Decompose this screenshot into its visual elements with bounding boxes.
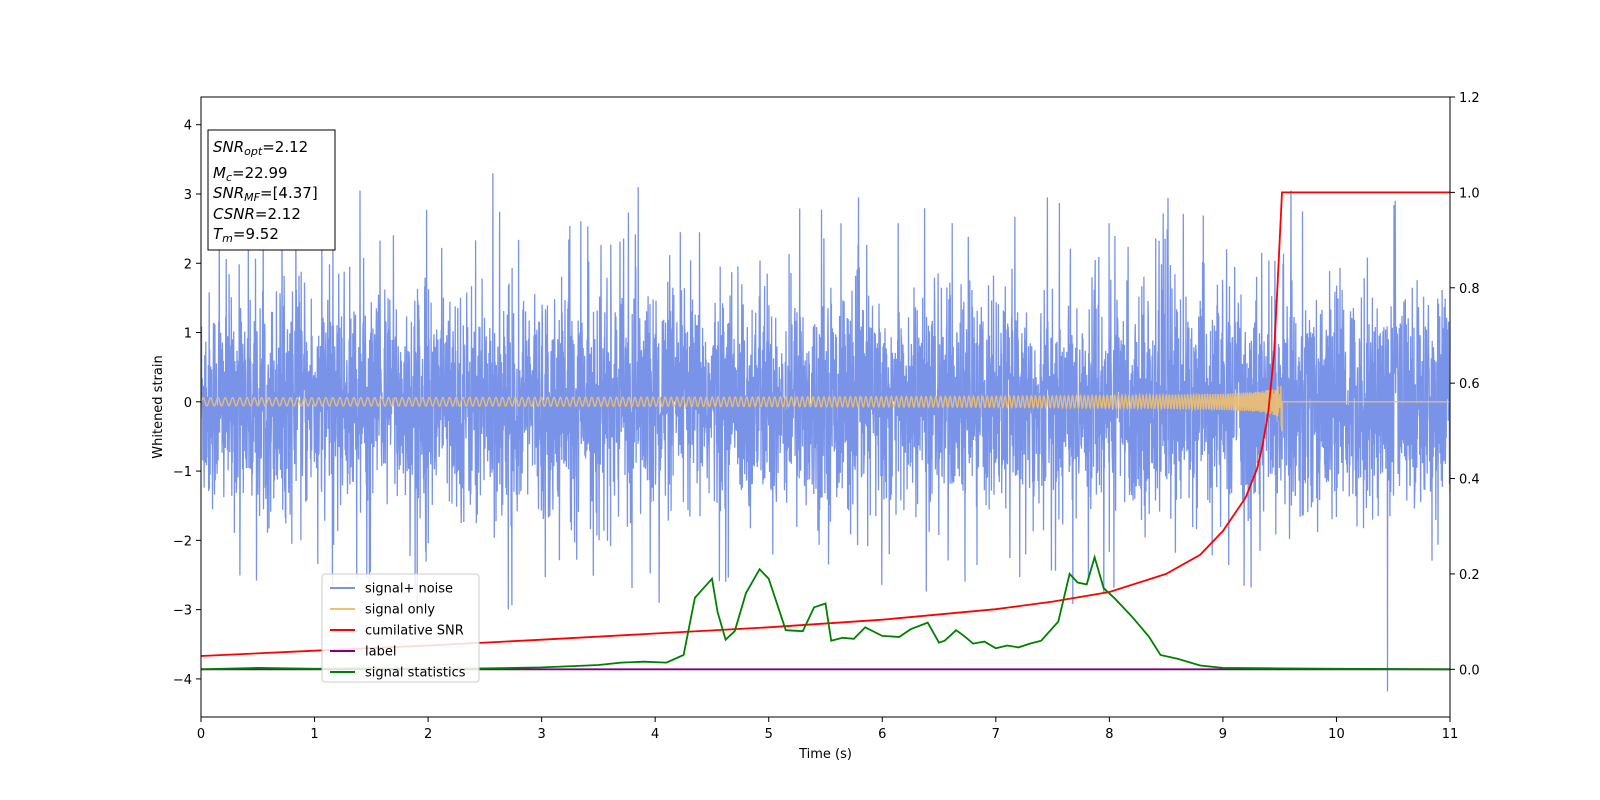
- series-cumilative-snr-line: [201, 191, 1450, 657]
- legend-label-0: signal+ noise: [365, 582, 453, 597]
- y-tick-label-6: 2: [184, 257, 192, 272]
- annotation-snr-mf: SNRMF=[4.37]: [213, 184, 318, 204]
- annotation-box: SNRopt=2.12 Mc=22.99 SNRMF=[4.37] CSNR=2…: [207, 129, 336, 251]
- y2-tick-label-6: 1.2: [1459, 91, 1480, 106]
- x-tick-label-3: 3: [537, 727, 545, 742]
- y2-tick-label-3: 0.6: [1459, 377, 1480, 392]
- y-tick-label-0: −4: [173, 673, 192, 688]
- x-tick-label-2: 2: [424, 727, 432, 742]
- x-tick-label-4: 4: [651, 727, 659, 742]
- y-axis-label: Whitened strain: [151, 355, 166, 458]
- annotation-frame: [207, 129, 336, 251]
- y2-tick-label-1: 0.2: [1459, 568, 1480, 583]
- x-tick-label-10: 10: [1328, 727, 1345, 742]
- x-tick-label-8: 8: [1105, 727, 1113, 742]
- annotation-mc: Mc=22.99: [213, 164, 288, 184]
- y-tick-label-3: −1: [173, 465, 192, 480]
- x-tick-label-6: 6: [878, 727, 886, 742]
- legend-items: signal+ noise signal only cumilative SNR la…: [330, 582, 466, 681]
- legend-label-2: cumilative SNR: [365, 624, 464, 639]
- y2-tick-label-0: 0.0: [1459, 663, 1480, 678]
- series-signal-statistics-line: [201, 553, 1450, 671]
- y-tick-label-7: 3: [184, 188, 192, 203]
- x-axis-label: Time (s): [798, 747, 852, 762]
- y-tick-label-1: −3: [173, 604, 192, 619]
- y-tick-label-4: 0: [184, 396, 192, 411]
- legend-label-3: label: [365, 645, 396, 660]
- y2-tick-label-4: 0.8: [1459, 282, 1480, 297]
- plot-frame: [200, 96, 1451, 718]
- annotation-csnr: CSNR=2.12: [213, 205, 301, 223]
- x-tick-label-7: 7: [992, 727, 1000, 742]
- y2-tick-label-2: 0.4: [1459, 473, 1480, 488]
- legend-label-4: signal statistics: [365, 666, 466, 681]
- legend: signal+ noise signal only cumilative SNR la…: [321, 573, 480, 683]
- y2-tick-label-5: 1.0: [1459, 186, 1480, 201]
- series-signal-noise-line: [201, 173, 1450, 692]
- legend-label-1: signal only: [365, 603, 435, 618]
- y-tick-label-5: 1: [184, 327, 192, 342]
- annotation-snr-opt: SNRopt=2.12: [213, 138, 308, 158]
- legend-frame: [321, 573, 480, 683]
- y-tick-label-8: 4: [184, 119, 192, 134]
- axes-layer: 0 1 2 3 4 5 6 7 8 9 10 11 −4 −3 −2 −1 0 1 2 3 4 0.0 0.2 0.4 0.6 0…: [173, 91, 1480, 742]
- x-tick-label-9: 9: [1219, 727, 1227, 742]
- x-tick-label-0: 0: [197, 727, 205, 742]
- x-tick-label-11: 11: [1442, 727, 1459, 742]
- x-tick-label-1: 1: [310, 727, 318, 742]
- y-tick-label-2: −2: [173, 534, 192, 549]
- series-signal-only-line: [201, 385, 1450, 432]
- x-tick-label-5: 5: [765, 727, 773, 742]
- annotation-tm: Tm=9.52: [213, 225, 279, 245]
